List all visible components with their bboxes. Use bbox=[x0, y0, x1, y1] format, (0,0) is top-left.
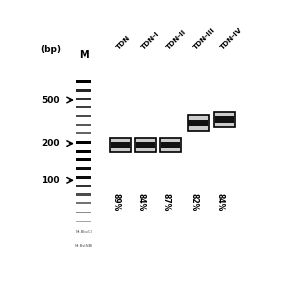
Text: 200: 200 bbox=[41, 139, 60, 148]
Bar bbox=[135, 138, 156, 152]
Bar bbox=[214, 112, 235, 127]
Text: 500: 500 bbox=[41, 95, 60, 105]
Text: TDN-I: TDN-I bbox=[140, 30, 160, 51]
Bar bbox=[76, 193, 91, 196]
Bar bbox=[76, 150, 91, 153]
Bar bbox=[76, 115, 91, 117]
Bar bbox=[76, 98, 91, 100]
Text: (bp): (bp) bbox=[40, 45, 61, 54]
Bar bbox=[188, 115, 209, 131]
Bar bbox=[76, 80, 91, 83]
Bar bbox=[76, 212, 91, 213]
Bar bbox=[215, 116, 234, 123]
Bar bbox=[76, 202, 91, 204]
Bar bbox=[76, 132, 91, 134]
Text: TDN-IV: TDN-IV bbox=[219, 26, 243, 51]
Text: 87%: 87% bbox=[162, 193, 171, 211]
Text: 100: 100 bbox=[41, 176, 60, 185]
Bar bbox=[161, 142, 180, 148]
Text: 84%: 84% bbox=[215, 193, 224, 211]
Text: TDN: TDN bbox=[115, 34, 131, 51]
Bar bbox=[76, 89, 91, 91]
Bar bbox=[76, 221, 91, 222]
Text: Nt.BbvCI: Nt.BbvCI bbox=[75, 230, 92, 234]
Bar bbox=[76, 158, 91, 161]
Text: TDN-III: TDN-III bbox=[193, 27, 217, 51]
Bar bbox=[111, 142, 130, 148]
Bar bbox=[160, 138, 181, 152]
Text: M: M bbox=[79, 49, 88, 60]
Text: 82%: 82% bbox=[189, 193, 198, 211]
Bar bbox=[76, 167, 91, 170]
Bar bbox=[76, 124, 91, 126]
Bar bbox=[136, 142, 155, 148]
Bar bbox=[76, 141, 91, 144]
Bar bbox=[76, 106, 91, 108]
Text: 89%: 89% bbox=[111, 193, 120, 211]
Bar bbox=[189, 120, 208, 126]
Text: 84%: 84% bbox=[137, 193, 145, 211]
Bar bbox=[110, 138, 131, 152]
Text: Nt.BstNBI: Nt.BstNBI bbox=[75, 244, 93, 248]
Text: TDN-II: TDN-II bbox=[165, 29, 187, 51]
Bar bbox=[76, 185, 91, 187]
Bar bbox=[76, 176, 91, 179]
